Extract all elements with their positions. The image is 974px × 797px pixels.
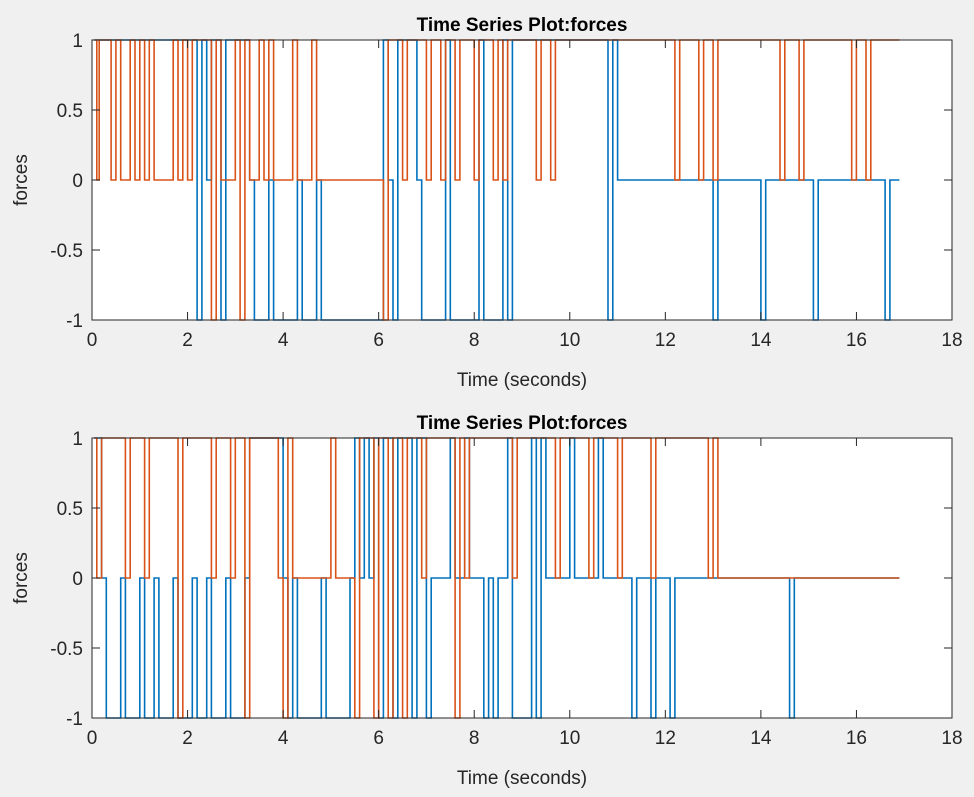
x-tick-label: 18 — [941, 728, 962, 749]
x-tick-label: 4 — [278, 330, 289, 351]
x-tick-label: 0 — [87, 728, 98, 749]
chart-title: Time Series Plot:forces — [417, 15, 628, 36]
y-tick-label: 0 — [72, 569, 83, 590]
x-tick-label: 0 — [87, 330, 98, 351]
x-tick-label: 12 — [655, 728, 676, 749]
x-axis-label: Time (seconds) — [457, 370, 587, 391]
x-tick-label: 16 — [846, 728, 867, 749]
x-tick-label: 2 — [182, 728, 193, 749]
y-tick-label: 1 — [72, 429, 83, 450]
y-tick-label: -1 — [66, 709, 83, 730]
chart-title: Time Series Plot:forces — [417, 413, 628, 434]
y-axis-label: forces — [11, 154, 32, 206]
y-tick-label: 0.5 — [57, 101, 83, 122]
y-tick-label: 1 — [72, 31, 83, 52]
x-tick-label: 16 — [846, 330, 867, 351]
x-tick-label: 8 — [469, 728, 480, 749]
x-axis-label: Time (seconds) — [457, 768, 587, 789]
x-tick-label: 12 — [655, 330, 676, 351]
chart-panel-1: 0 2 4 6 8 10 12 14 16 18 -1 -0.5 0 0.5 1 Time Series Pl… — [11, 15, 963, 391]
y-tick-label: -1 — [66, 311, 83, 332]
x-tick-label: 4 — [278, 728, 289, 749]
x-tick-label: 18 — [941, 330, 962, 351]
y-tick-label: 0.5 — [57, 499, 83, 520]
y-tick-label: -0.5 — [50, 639, 83, 660]
x-tick-label: 10 — [559, 330, 580, 351]
x-tick-label: 6 — [373, 728, 384, 749]
series-2-line — [94, 437, 900, 719]
y-tick-label: -0.5 — [50, 241, 83, 262]
x-tick-label: 8 — [469, 330, 480, 351]
x-tick-label: 14 — [750, 330, 772, 351]
y-tick-label: 0 — [72, 171, 83, 192]
x-tick-label: 14 — [750, 728, 772, 749]
x-tick-label: 10 — [559, 728, 580, 749]
chart-panel-2: 0 2 4 6 8 10 12 14 16 18 -1 -0.5 0 0.5 1 Time Series Pl… — [11, 413, 963, 789]
y-axis-label: forces — [11, 552, 32, 604]
series-2-line — [94, 39, 900, 321]
x-tick-label: 2 — [182, 330, 193, 351]
x-tick-label: 6 — [373, 330, 384, 351]
